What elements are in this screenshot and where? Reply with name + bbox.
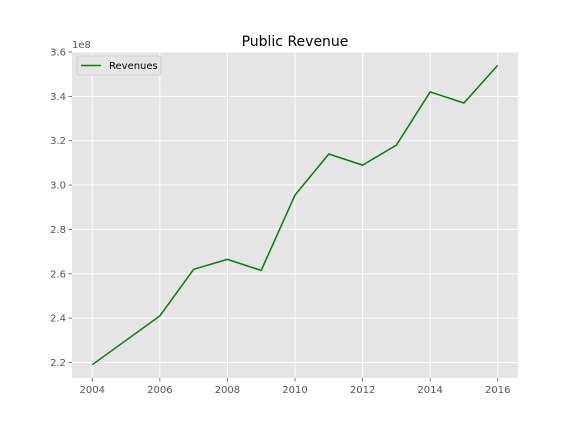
legend-box: [76, 55, 162, 76]
y-tick-label: 3.2: [50, 136, 66, 147]
y-tick-label: 2.6: [50, 269, 66, 280]
series-line: [91, 64, 499, 366]
y-tick-label: 3.0: [50, 181, 66, 192]
x-tick-label: 2012: [350, 385, 375, 396]
y-tick-label: 2.2: [50, 358, 66, 369]
y-tick-label: 2.8: [50, 225, 66, 236]
y-tick-label: 3.4: [50, 92, 66, 103]
grid: [72, 51, 518, 378]
x-tick-label: 2006: [147, 385, 172, 396]
x-tick-label: 2008: [215, 385, 240, 396]
legend-label: Revenues: [109, 61, 158, 72]
x-tick-label: 2014: [417, 385, 442, 396]
x-tick-label: 2004: [80, 385, 105, 396]
y-offset-label: 1e8: [72, 40, 91, 51]
y-tick-label: 2.4: [50, 314, 66, 325]
y-tick-label: 3.6: [50, 48, 66, 59]
x-tick-label: 2016: [485, 385, 510, 396]
series: [91, 64, 499, 366]
x-tick-label: 2010: [282, 385, 307, 396]
ticks: 2004 2006 2008 2010 2012 2014 2016 2.2 2.4 2.6 2.8…: [50, 48, 510, 397]
chart-title: Public Revenue: [242, 34, 349, 50]
legend: Revenues: [76, 55, 162, 76]
